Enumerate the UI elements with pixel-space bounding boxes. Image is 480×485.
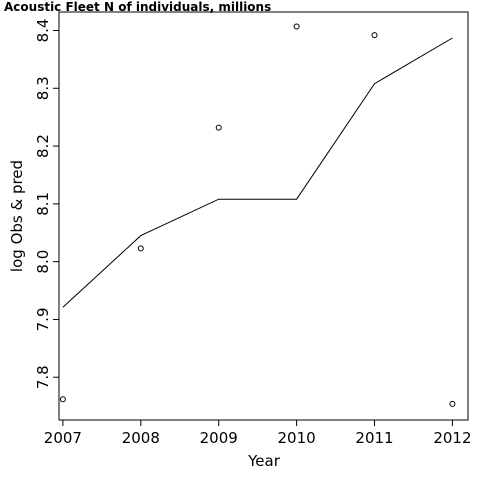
series-line — [62, 37, 453, 308]
x-tick-label: 2010 — [278, 429, 316, 447]
data-point — [215, 124, 222, 131]
y-tick-label: 8.1 — [34, 192, 52, 216]
x-axis-title: Year — [247, 452, 281, 470]
series-layer — [59, 23, 456, 407]
data-point — [449, 400, 456, 407]
data-point — [59, 396, 66, 403]
x-tick-label: 2009 — [200, 429, 238, 447]
chart-title: Acoustic Fleet N of individuals, million… — [4, 0, 271, 14]
y-tick-label: 7.8 — [34, 365, 52, 389]
y-tick-label: 8.3 — [34, 76, 52, 100]
y-tick-label: 8.2 — [34, 134, 52, 158]
data-point — [293, 23, 300, 30]
x-axis: 2007 2008 2009 2010 2011 2012 — [44, 420, 472, 447]
y-axis-title: log Obs & pred — [8, 160, 26, 272]
x-tick-label: 2012 — [433, 429, 471, 447]
plot-frame — [58, 11, 469, 421]
data-point — [137, 245, 144, 252]
x-tick-label: 2011 — [355, 429, 393, 447]
y-tick-label: 8.4 — [34, 19, 52, 43]
x-tick-label: 2007 — [44, 429, 82, 447]
y-tick-label: 7.9 — [34, 308, 52, 332]
y-axis: 7.8 7.9 8.0 8.1 8.2 8.3 8.4 — [34, 19, 59, 389]
x-tick-label: 2008 — [122, 429, 160, 447]
data-point — [371, 32, 378, 39]
y-tick-label: 8.0 — [34, 250, 52, 274]
